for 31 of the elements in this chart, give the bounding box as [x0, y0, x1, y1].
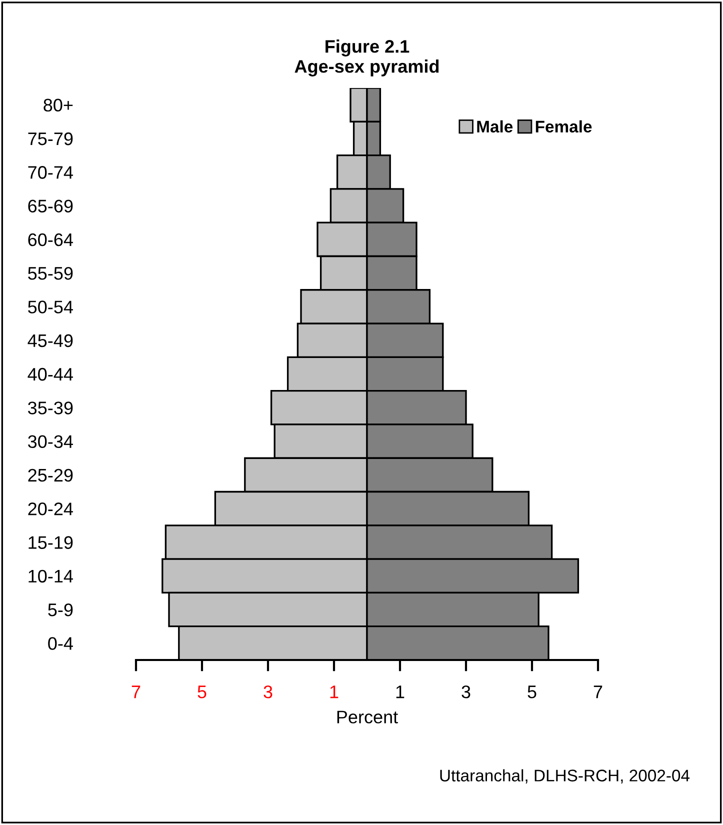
- y-tick-label: 40-44: [28, 368, 73, 381]
- y-tick-label: 5-9: [48, 603, 73, 616]
- x-tick-label: 5: [528, 686, 536, 698]
- y-tick-label: 60-64: [28, 233, 73, 246]
- y-tick-label: 10-14: [28, 570, 73, 583]
- legend-label: Female: [536, 120, 592, 133]
- chart-subtitle: Age-sex pyramid: [294, 60, 439, 76]
- x-axis-title: Percent: [337, 710, 398, 724]
- x-tick-label: 7: [132, 686, 140, 698]
- y-tick-label: 30-34: [28, 435, 73, 448]
- y-tick-label: 55-59: [28, 266, 73, 280]
- x-tick-label: 1: [330, 686, 338, 698]
- text: Uttaranchal, DLHS-RCH, 2002-04: [440, 769, 690, 784]
- x-tick-label: 5: [198, 686, 206, 698]
- y-tick-label: 45-49: [28, 334, 73, 348]
- x-tick-label: 3: [264, 685, 272, 698]
- y-tick-label: 35-39: [28, 402, 73, 414]
- x-tick-label: 3: [462, 685, 470, 698]
- x-tick-label: 1: [396, 686, 404, 698]
- y-tick-label: 65-69: [28, 200, 73, 212]
- y-tick-label: 80+: [44, 98, 73, 112]
- y-tick-label: 75-79: [28, 132, 73, 146]
- y-tick-label: 25-29: [28, 468, 73, 482]
- y-tick-label: 70-74: [28, 166, 73, 179]
- y-tick-label: 50-54: [28, 300, 73, 314]
- legend-label: Male: [477, 120, 513, 133]
- y-tick-label: 20-24: [28, 502, 73, 516]
- x-tick-label: 7: [594, 686, 602, 698]
- y-tick-label: 15-19: [28, 536, 73, 549]
- chart-title: Figure 2.1: [326, 40, 410, 56]
- y-tick-label: 0-4: [48, 637, 73, 650]
